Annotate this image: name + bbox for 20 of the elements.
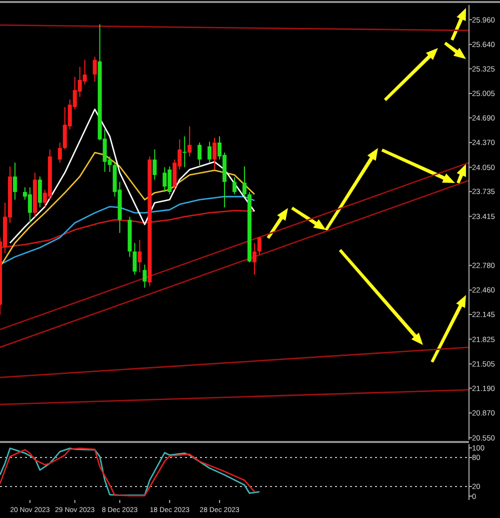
candlestick (142, 264, 147, 288)
candlestick (257, 236, 262, 256)
candlestick (12, 162, 17, 200)
candlestick (38, 176, 42, 208)
candlestick (198, 142, 202, 167)
line-series (0, 196, 256, 266)
candlestick (182, 136, 187, 168)
line-series (9, 108, 256, 244)
line-series (0, 210, 256, 248)
candlestick (212, 137, 217, 170)
candlestick (58, 142, 62, 164)
candlestick (132, 242, 137, 276)
candlestick (152, 148, 157, 180)
candlestick (188, 126, 192, 157)
candlestick (138, 239, 142, 273)
candlestick (92, 56, 97, 82)
candlestick (232, 176, 236, 195)
candlestick (252, 242, 256, 276)
candlestick (208, 141, 212, 164)
candlestick (242, 166, 246, 198)
